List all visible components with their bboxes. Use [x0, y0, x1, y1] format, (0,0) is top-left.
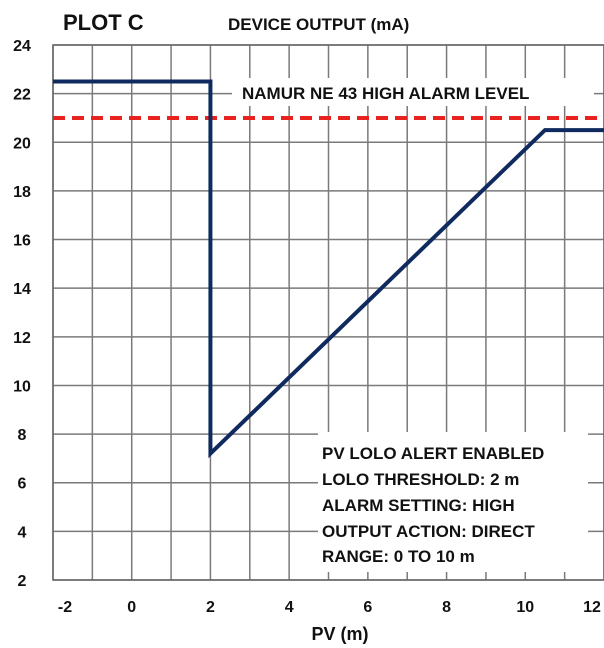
y-tick-label: 14	[13, 281, 31, 298]
x-tick-label: 8	[442, 599, 451, 616]
annotation-line: PV LOLO ALERT ENABLED	[322, 444, 544, 463]
x-tick-label: 10	[516, 599, 534, 616]
annotation-line: ALARM SETTING: HIGH	[322, 496, 515, 515]
y-tick-label: 6	[18, 476, 27, 493]
x-tick-label: 0	[127, 599, 136, 616]
x-axis-label: PV (m)	[311, 624, 368, 644]
alarm-label: NAMUR NE 43 HIGH ALARM LEVEL	[242, 84, 529, 103]
y-tick-label: 22	[13, 87, 31, 104]
series	[53, 79, 604, 459]
y-tick-label: 8	[18, 427, 27, 444]
x-tick-label: -2	[58, 599, 72, 616]
y-tick-label: 10	[13, 378, 31, 395]
annotation-line: LOLO THRESHOLD: 2 m	[322, 470, 519, 489]
annotation-text: PV LOLO ALERT ENABLED LOLO THRESHOLD: 2 …	[322, 444, 544, 566]
y-tick-label: 18	[13, 184, 31, 201]
x-tick-label: 6	[363, 599, 372, 616]
y-tick-label: 4	[18, 524, 27, 541]
x-tick-label: 12	[583, 599, 601, 616]
chart-title: DEVICE OUTPUT (mA)	[228, 15, 409, 34]
series-line-device-output	[53, 79, 604, 459]
y-tick-label: 2	[18, 573, 27, 590]
y-tick-label: 12	[13, 330, 31, 347]
annotation-box	[318, 432, 588, 572]
x-axis-ticks: -2 0 2 4 6 8 10 12	[58, 599, 601, 616]
plot-frame	[52, 44, 604, 581]
x-tick-label: 4	[285, 599, 294, 616]
y-tick-label: 24	[13, 38, 31, 55]
alarm-label-box	[232, 78, 594, 106]
y-tick-label: 16	[13, 233, 31, 250]
x-tick-label: 2	[206, 599, 215, 616]
y-tick-label: 20	[13, 135, 31, 152]
annotation-line: RANGE: 0 TO 10 m	[322, 547, 475, 566]
plot-label: PLOT C	[63, 10, 144, 35]
annotation-line: OUTPUT ACTION: DIRECT	[322, 522, 535, 541]
